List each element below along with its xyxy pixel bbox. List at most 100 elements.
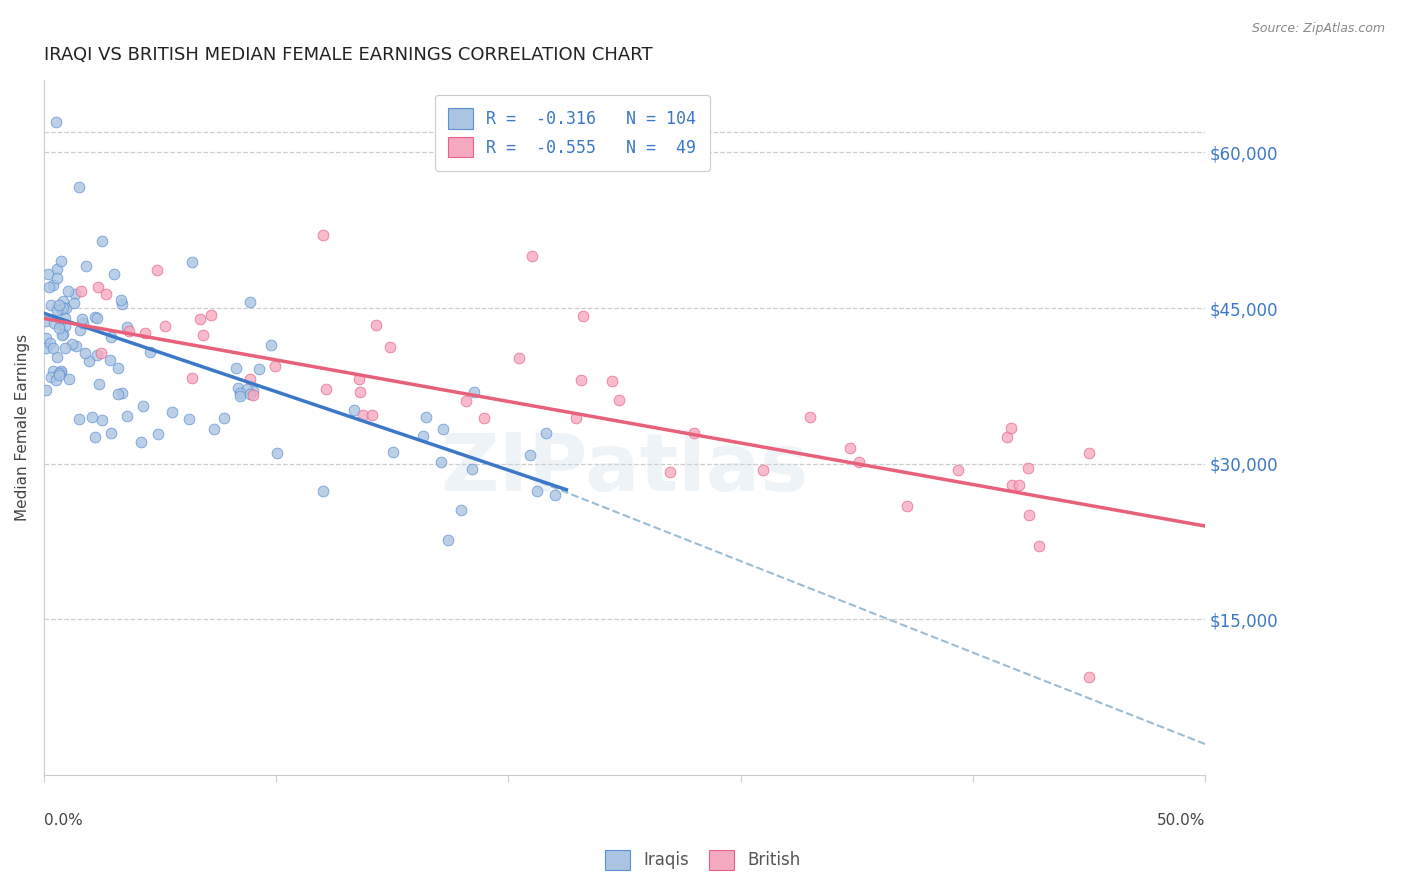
Text: 0.0%: 0.0% — [44, 814, 83, 829]
Legend: R =  -0.316   N = 104, R =  -0.555   N =  49: R = -0.316 N = 104, R = -0.555 N = 49 — [434, 95, 710, 170]
Point — [229, 389, 252, 403]
Point — [242, 388, 264, 402]
Point — [55, 318, 77, 333]
Point — [472, 411, 495, 425]
Point — [72, 317, 94, 331]
Point — [45, 302, 67, 317]
Y-axis label: Median Female Earnings: Median Female Earnings — [15, 334, 30, 521]
Point — [454, 394, 477, 409]
Point — [571, 309, 593, 323]
Point — [202, 422, 225, 436]
Point — [361, 408, 384, 422]
Point — [463, 384, 485, 399]
Point — [67, 180, 90, 194]
Point — [80, 410, 103, 425]
Point — [91, 412, 114, 426]
Point — [228, 381, 250, 395]
Point — [42, 364, 65, 378]
Point — [181, 255, 204, 269]
Point — [67, 412, 90, 426]
Point — [118, 324, 141, 338]
Point — [188, 312, 211, 326]
Point — [179, 412, 201, 426]
Point — [63, 287, 86, 301]
Point — [83, 430, 105, 444]
Point — [110, 293, 132, 307]
Point — [94, 287, 117, 301]
Point — [134, 326, 156, 340]
Point — [212, 411, 235, 425]
Point — [450, 503, 472, 517]
Point — [995, 430, 1018, 444]
Point — [70, 284, 93, 298]
Point — [46, 262, 69, 277]
Point — [44, 316, 66, 330]
Point — [98, 352, 121, 367]
Point — [526, 483, 548, 498]
Point — [534, 425, 557, 440]
Point — [103, 267, 125, 281]
Point — [86, 311, 108, 326]
Point — [349, 384, 371, 399]
Point — [44, 115, 66, 129]
Point — [131, 399, 153, 413]
Point — [52, 327, 75, 342]
Point — [60, 337, 83, 351]
Point — [45, 350, 67, 364]
Point — [260, 337, 283, 351]
Point — [315, 382, 337, 396]
Point — [236, 382, 259, 396]
Point — [111, 297, 134, 311]
Point — [946, 463, 969, 477]
Point — [181, 371, 204, 385]
Point — [508, 351, 530, 365]
Point — [100, 330, 122, 344]
Point — [544, 488, 567, 502]
Point — [51, 327, 73, 342]
Point — [49, 364, 72, 378]
Point — [312, 483, 335, 498]
Point — [37, 267, 59, 281]
Point — [658, 465, 681, 479]
Point — [238, 294, 260, 309]
Point — [39, 369, 62, 384]
Point — [53, 311, 76, 326]
Point — [48, 321, 70, 335]
Text: ZIPatlas: ZIPatlas — [440, 430, 808, 508]
Point — [432, 422, 454, 436]
Point — [86, 280, 108, 294]
Point — [225, 360, 247, 375]
Point — [53, 341, 76, 355]
Point — [311, 228, 333, 243]
Point — [91, 234, 114, 248]
Point — [55, 301, 77, 316]
Point — [45, 374, 67, 388]
Point — [848, 454, 870, 468]
Point — [90, 346, 112, 360]
Point — [200, 308, 222, 322]
Point — [49, 366, 72, 380]
Point — [48, 368, 70, 382]
Point — [839, 441, 862, 455]
Point — [35, 314, 58, 328]
Point — [48, 298, 70, 312]
Point — [153, 318, 176, 333]
Point — [83, 310, 105, 325]
Point — [569, 373, 592, 387]
Text: 50.0%: 50.0% — [1157, 814, 1205, 829]
Point — [73, 346, 96, 360]
Point — [461, 462, 484, 476]
Point — [683, 425, 706, 440]
Point — [520, 249, 543, 263]
Point — [162, 405, 184, 419]
Point — [799, 409, 821, 424]
Point — [378, 340, 401, 354]
Point — [35, 383, 58, 397]
Point — [415, 410, 437, 425]
Text: Source: ZipAtlas.com: Source: ZipAtlas.com — [1251, 22, 1385, 36]
Point — [56, 284, 79, 298]
Point — [1077, 669, 1099, 683]
Point — [48, 366, 70, 380]
Point — [49, 318, 72, 332]
Text: IRAQI VS BRITISH MEDIAN FEMALE EARNINGS CORRELATION CHART: IRAQI VS BRITISH MEDIAN FEMALE EARNINGS … — [44, 46, 652, 64]
